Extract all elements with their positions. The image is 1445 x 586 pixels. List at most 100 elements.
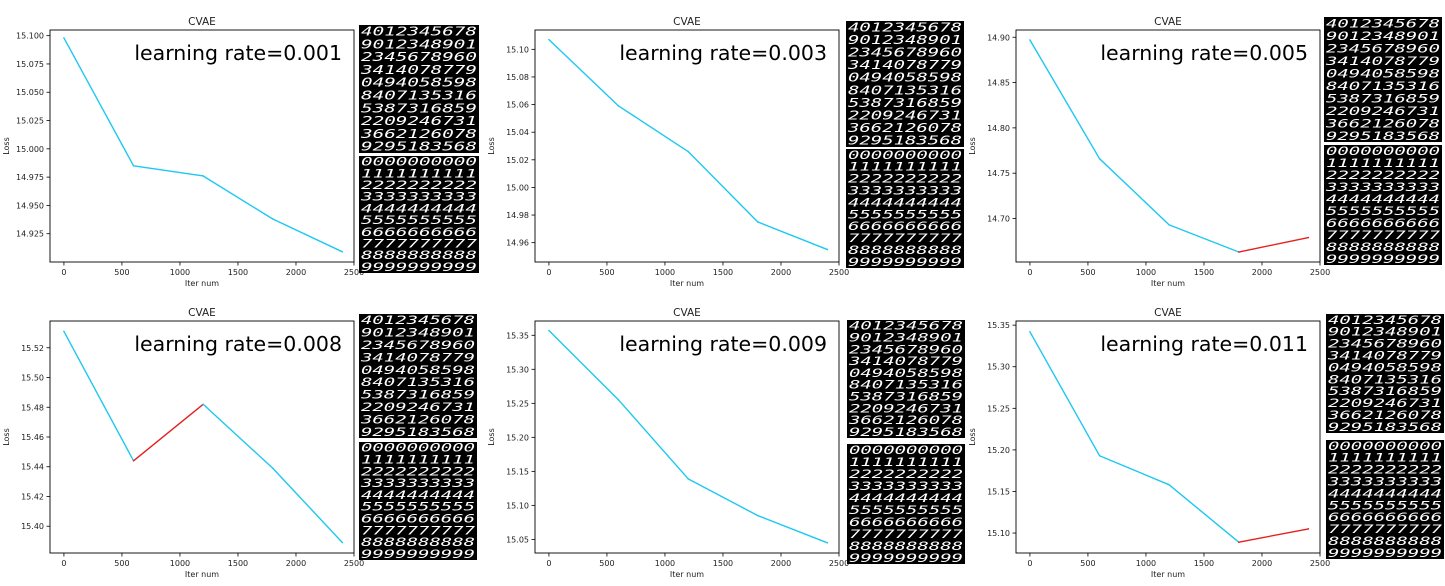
digit-grid-conditional: 0000000000 1111111111 2222222222 3333333333… <box>1324 145 1442 265</box>
y-axis-label: Loss <box>968 137 977 155</box>
digit-row: 8888888888 <box>849 539 963 553</box>
digit-row: 7777777777 <box>1326 228 1440 242</box>
x-tick-label: 2000 <box>771 559 791 568</box>
digit-row: 8407135316 <box>361 375 475 389</box>
loss-line-segment <box>132 165 204 177</box>
digit-row: 3662126078 <box>847 414 963 427</box>
digit-row: 1111111111 <box>848 161 962 174</box>
y-tick-label: 15.025 <box>16 117 44 126</box>
digit-row: 0494058598 <box>1328 361 1442 374</box>
chart-title: CVAE <box>1154 16 1182 28</box>
digit-row: 9012348901 <box>1326 29 1440 43</box>
digit-row: 3333333333 <box>846 184 962 197</box>
digit-row: 9295183568 <box>849 426 963 438</box>
y-tick-label: 15.06 <box>506 101 529 110</box>
digit-row: 2222222222 <box>848 173 962 186</box>
y-tick-label: 14.950 <box>16 201 44 210</box>
digit-grid-samples: 4012345678 9012348901 2345678960 3414078779… <box>359 25 479 153</box>
digit-row: 0000000000 <box>1328 440 1442 453</box>
digit-row: 4444444444 <box>848 196 962 209</box>
y-tick-label: 15.000 <box>16 145 44 154</box>
digit-row: 3414078779 <box>846 58 962 72</box>
digit-row: 9999999999 <box>848 256 962 268</box>
y-tick-label: 15.100 <box>16 32 44 41</box>
digit-row: 4012345678 <box>1326 17 1440 30</box>
loss-chart: CVAE 0 500 1000 1500 2000 2500 15.40 15.42 15.44 1… <box>2 307 364 579</box>
x-tick-label: 0 <box>1027 559 1032 568</box>
chart-panel-lr-0005: CVAE 0 500 1000 1500 2000 2500 14.70 14.75 14.80 1… <box>966 15 1442 295</box>
digit-row: 0000000000 <box>849 444 963 457</box>
y-tick-label: 15.15 <box>987 487 1010 496</box>
x-tick-label: 2500 <box>344 268 364 277</box>
digit-grid-image: 0000000000111111111122222222223333333333… <box>1324 145 1440 265</box>
digit-row: 5555555555 <box>1328 499 1442 512</box>
y-tick-label: 15.10 <box>987 529 1010 538</box>
chart-title: CVAE <box>673 16 701 28</box>
digit-row: 3414078779 <box>359 350 475 364</box>
digit-row: 9999999999 <box>849 551 963 564</box>
digit-row: 7777777777 <box>361 524 475 537</box>
data-point <box>1168 224 1170 226</box>
y-tick-label: 15.30 <box>506 365 529 374</box>
y-tick-label: 15.50 <box>21 374 44 383</box>
x-tick-label: 1000 <box>1136 268 1156 277</box>
digit-grid-conditional: 0000000000 1111111111 2222222222 3333333333… <box>359 156 479 273</box>
digit-row: 9012348901 <box>1328 326 1442 339</box>
data-point <box>757 514 759 517</box>
digit-row: 4012345678 <box>849 320 963 333</box>
digit-grid-conditional: 0000000000 1111111111 2222222222 3333333333… <box>359 442 477 560</box>
chart-panel-lr-0009: CVAE 0 500 1000 1500 2000 2500 15.05 15.10 15.15 1… <box>485 306 965 586</box>
digit-row: 5387316859 <box>1326 91 1440 105</box>
digit-grid-image: 4012345678901234890123456789603414078779… <box>847 320 963 438</box>
x-tick-label: 1500 <box>1194 559 1214 568</box>
x-tick-label: 1500 <box>713 268 733 277</box>
digit-row: 0000000000 <box>848 149 962 162</box>
x-tick-label: 2500 <box>344 559 364 568</box>
x-tick-label: 1000 <box>655 268 675 277</box>
loss-line-segment <box>1029 331 1101 457</box>
loss-chart: CVAE 0 500 1000 1500 2000 2500 15.05 15.10 15.15 1… <box>487 307 849 579</box>
digit-row: 9012348901 <box>361 37 477 51</box>
digit-row: 9295183568 <box>1328 421 1442 433</box>
loss-line-segment <box>1238 528 1310 543</box>
y-tick-label: 15.40 <box>21 522 44 531</box>
digit-row: 3414078779 <box>359 63 477 77</box>
loss-chart: CVAE 0 500 1000 1500 2000 2500 14.70 14.75 14.80 1… <box>968 16 1330 288</box>
digit-grid-conditional: 0000000000 1111111111 2222222222 3333333333… <box>846 149 964 268</box>
loss-line-segment <box>1168 224 1240 253</box>
digit-row: 2222222222 <box>361 179 478 192</box>
digit-row: 4012345678 <box>1328 314 1442 327</box>
digit-row: 0494058598 <box>361 363 475 377</box>
x-tick-label: 1000 <box>170 559 190 568</box>
y-tick-label: 15.48 <box>21 403 44 412</box>
data-point <box>1238 541 1240 543</box>
y-tick-label: 14.80 <box>987 124 1010 133</box>
learning-rate-annotation: learning rate=0.011 <box>1100 332 1308 356</box>
x-tick-label: 0 <box>1027 268 1032 277</box>
digit-row: 5387316859 <box>361 388 475 402</box>
digit-row: 8888888888 <box>1326 240 1440 254</box>
digit-grid-image: 4012345678901234890123456789603414078779… <box>1324 17 1440 142</box>
y-tick-label: 15.52 <box>21 344 44 353</box>
loss-chart: CVAE 0 500 1000 1500 2000 2500 14.925 14.950 14.9… <box>2 16 364 288</box>
digit-row: 3333333333 <box>1324 180 1440 194</box>
y-tick-label: 15.02 <box>506 156 529 165</box>
digit-row: 5387316859 <box>848 96 962 110</box>
digit-row: 8888888888 <box>1328 535 1442 548</box>
y-tick-label: 15.075 <box>16 60 44 69</box>
data-point <box>1168 484 1170 486</box>
digit-grid-image: 0000000000111111111122222222223333333333… <box>847 444 963 564</box>
digit-row: 4444444444 <box>1326 192 1440 206</box>
digit-row: 4012345678 <box>361 25 477 38</box>
loss-line-segment <box>1168 484 1240 543</box>
chart-panel-lr-0008: CVAE 0 500 1000 1500 2000 2500 15.40 15.42 15.44 1… <box>0 306 477 586</box>
digit-row: 5387316859 <box>1328 385 1442 398</box>
digit-row: 3662126078 <box>846 121 962 135</box>
data-point <box>617 105 620 107</box>
x-tick-label: 2000 <box>286 268 306 277</box>
digit-row: 2345678960 <box>1328 338 1442 351</box>
loss-line-segment <box>757 514 829 544</box>
data-point <box>132 460 135 462</box>
y-tick-label: 15.00 <box>506 183 529 192</box>
loss-chart: CVAE 0 500 1000 1500 2000 2500 15.10 15.15 15.20 1… <box>968 307 1330 579</box>
